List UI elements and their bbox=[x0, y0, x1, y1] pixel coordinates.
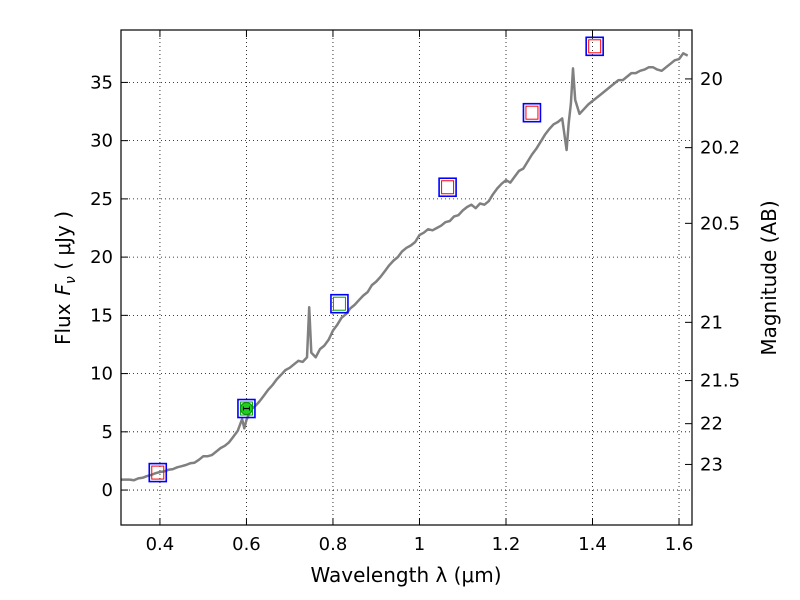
y2-tick-label: 21 bbox=[700, 312, 723, 333]
marker-inner-square bbox=[151, 465, 165, 480]
photometry-y-marker bbox=[438, 177, 457, 198]
marker-outer-square bbox=[148, 462, 168, 483]
tick-layer: 0.4 0.6 0.8 1 1.2 1.4 1.6 0 5 10 15 20 25 30 35 20 20.2 2… bbox=[90, 30, 740, 555]
y-tick-label: 0 bbox=[102, 480, 113, 501]
x-tick-label: 0.6 bbox=[232, 534, 261, 555]
y2-tick-label: 23 bbox=[700, 454, 723, 475]
spectrum-line bbox=[121, 52, 689, 482]
marker-inner-square bbox=[525, 105, 539, 120]
marker-inner-square bbox=[441, 180, 455, 195]
photometry-u-marker bbox=[148, 462, 168, 483]
marker-outer-square bbox=[585, 36, 604, 57]
y-axis-label: Flux Fν ( μJy ) bbox=[51, 211, 79, 345]
y-axis-label-subscript: ν bbox=[63, 276, 79, 284]
grid bbox=[121, 30, 692, 525]
marker-outer-square bbox=[522, 102, 542, 123]
photometry-j-marker bbox=[522, 102, 542, 123]
y-tick-label: 5 bbox=[102, 422, 113, 443]
y-tick-label: 20 bbox=[90, 247, 113, 268]
plot-frame bbox=[120, 29, 693, 526]
y-axis-label-symbol: F bbox=[51, 283, 75, 295]
y-tick-label: 30 bbox=[90, 131, 113, 152]
marker-outer-square bbox=[438, 177, 457, 198]
y-axis-label-unit: ( μJy ) bbox=[51, 211, 75, 276]
y-tick-label: 35 bbox=[90, 72, 113, 93]
x-tick-label: 1.2 bbox=[492, 534, 521, 555]
y2-axis-label: Magnitude (AB) bbox=[757, 200, 781, 355]
y-tick-label: 25 bbox=[90, 189, 113, 210]
y2-tick-label: 21.5 bbox=[700, 371, 740, 392]
y2-tick-label: 20.2 bbox=[700, 138, 740, 159]
x-tick-label: 1.4 bbox=[578, 534, 607, 555]
y-axis-label-text: Flux bbox=[51, 303, 75, 345]
x-tick-label: 1 bbox=[414, 534, 425, 555]
x-tick-label: 0.8 bbox=[319, 534, 348, 555]
y2-tick-label: 20.5 bbox=[700, 213, 740, 234]
marker-outer-square bbox=[330, 293, 349, 314]
marker-outer-square bbox=[237, 398, 256, 419]
photometry-i-marker bbox=[330, 293, 349, 314]
y-tick-label: 10 bbox=[90, 364, 113, 385]
photometry-h-marker bbox=[585, 36, 604, 57]
series-layer bbox=[121, 52, 689, 482]
x-axis-label: Wavelength λ (μm) bbox=[310, 563, 501, 587]
photometry-r-marker bbox=[237, 398, 256, 419]
y2-tick-label: 20 bbox=[700, 69, 723, 90]
y-tick-label: 15 bbox=[90, 305, 113, 326]
marker-layer bbox=[148, 36, 604, 483]
marker-inner-square bbox=[588, 39, 602, 54]
y2-tick-label: 22 bbox=[700, 414, 723, 435]
marker-inner-square bbox=[332, 296, 346, 311]
x-tick-label: 0.4 bbox=[146, 534, 175, 555]
x-tick-label: 1.6 bbox=[665, 534, 694, 555]
